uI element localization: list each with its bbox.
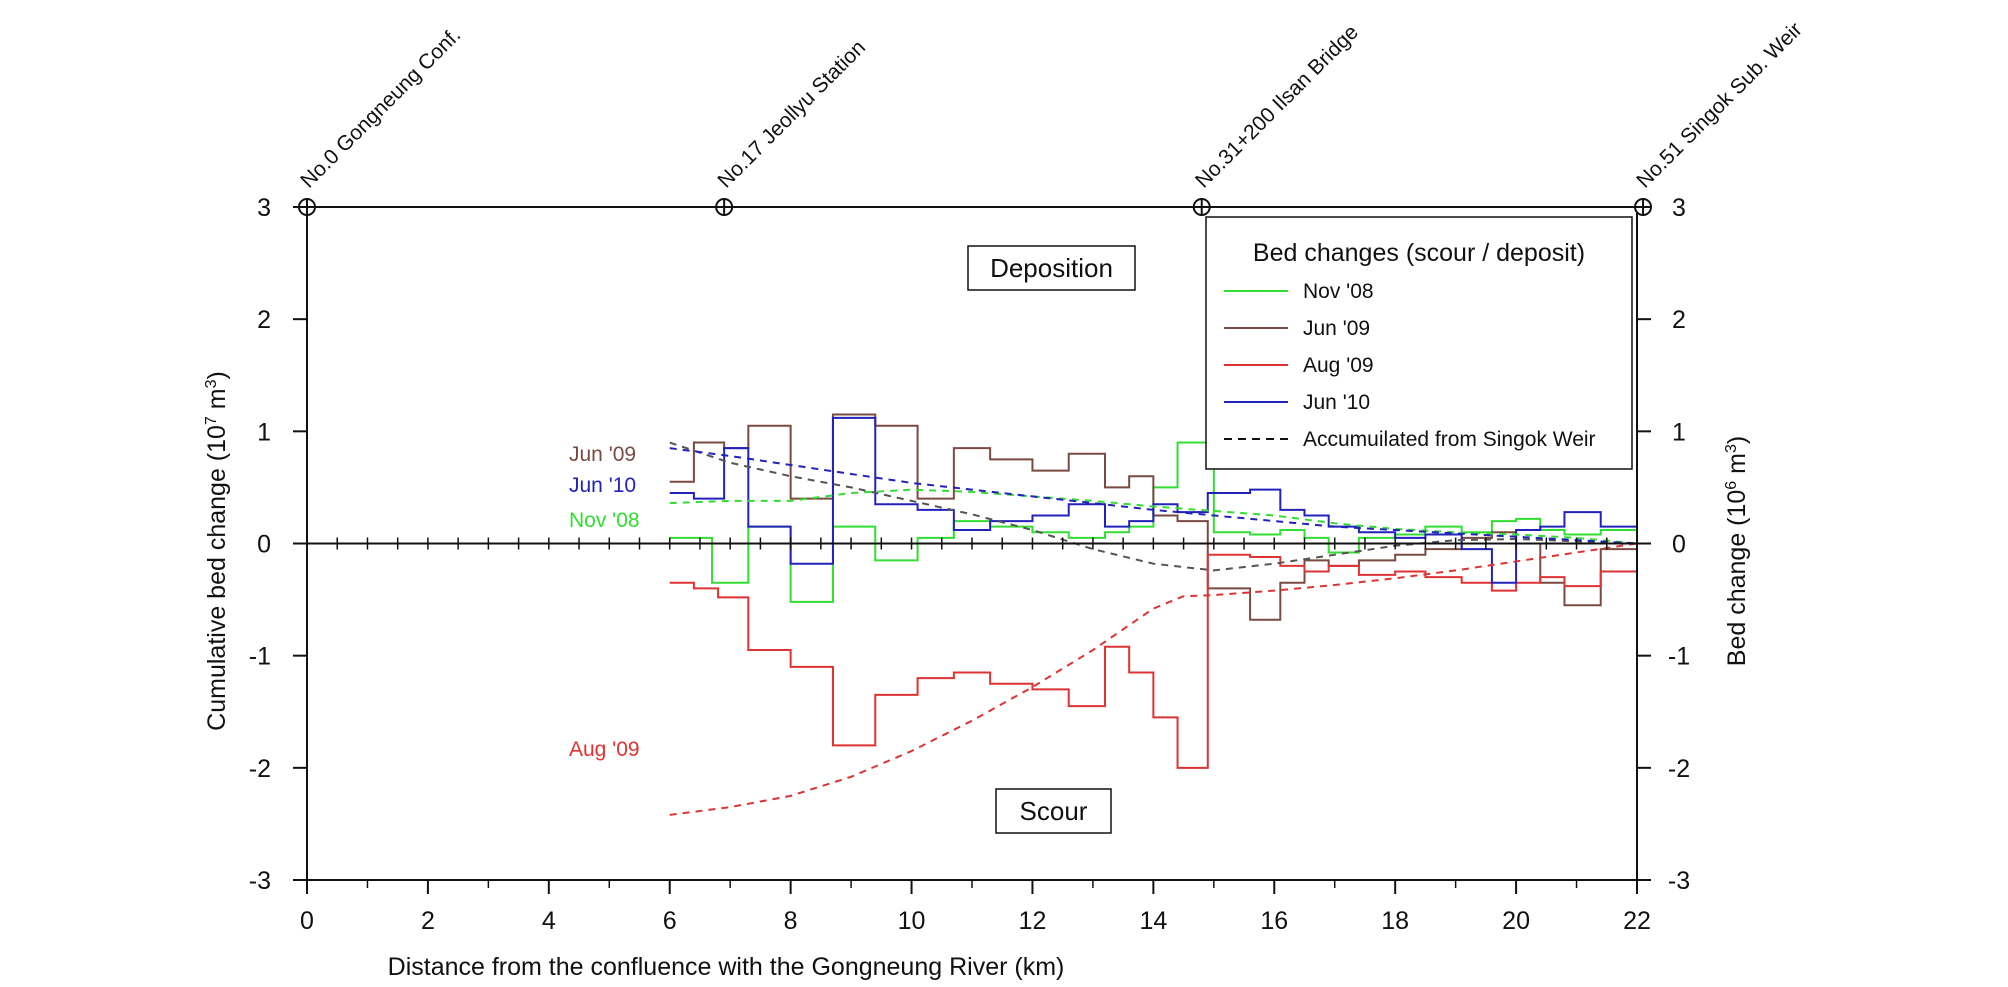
y-axis-left-title: Cumulative bed change (107 m3): [203, 371, 231, 731]
y-left-tick-label: 2: [257, 306, 271, 334]
x-tick-label: 4: [542, 907, 556, 935]
x-tick-label: 10: [898, 907, 926, 935]
x-tick-label: 18: [1381, 907, 1409, 935]
y-left-tick-label: -3: [249, 867, 271, 895]
legend-title: Bed changes (scour / deposit): [1253, 239, 1585, 267]
series-label-nov08: Nov '08: [569, 509, 640, 532]
x-tick-label: 16: [1260, 907, 1288, 935]
legend: Bed changes (scour / deposit) Nov '08 Ju…: [1205, 216, 1633, 470]
legend-label-jun10: Jun '10: [1303, 391, 1370, 414]
series-dashed-accumulated-nov-08: [669, 488, 1638, 545]
y-right-tick-label: 2: [1672, 306, 1686, 334]
x-tick-label: 2: [421, 907, 435, 935]
deposition-label: Deposition: [990, 253, 1113, 283]
x-tick-label: 22: [1623, 907, 1651, 935]
x-tick-label: 0: [300, 907, 314, 935]
x-tick-label: 6: [663, 907, 677, 935]
y-right-tick-label: 0: [1672, 531, 1686, 559]
legend-label-jun09: Jun '09: [1303, 317, 1370, 340]
y-right-tick-label: 1: [1672, 418, 1686, 446]
legend-box: [1205, 216, 1633, 470]
series-label-aug09: Aug '09: [569, 738, 640, 761]
y-right-tick-label: -3: [1668, 867, 1690, 895]
legend-label-aug09: Aug '09: [1303, 354, 1374, 377]
x-tick-label: 14: [1139, 907, 1167, 935]
y-right-tick-label: 3: [1672, 194, 1686, 222]
series-dashed-accumulated-aug-09: [669, 542, 1638, 816]
series-label-jun09: Jun '09: [569, 443, 636, 466]
series-label-jun10: Jun '10: [569, 474, 636, 497]
y-left-tick-label: -2: [249, 755, 271, 783]
x-tick-label: 20: [1502, 907, 1530, 935]
y-axis-right-title: Bed change (106 m3): [1723, 436, 1751, 666]
series-group: [669, 413, 1638, 816]
deposition-annotation: Deposition: [967, 245, 1136, 291]
series-step-aug-09: [669, 553, 1637, 769]
y-left-tick-label: 0: [257, 531, 271, 559]
legend-label-nov08: Nov '08: [1303, 280, 1374, 303]
x-axis-title: Distance from the confluence with the Go…: [388, 953, 1065, 981]
series-dashed-accumulated-jun-10: [669, 447, 1638, 545]
x-tick-label: 12: [1019, 907, 1047, 935]
legend-label-accumulated: Accumuilated from Singok Weir: [1303, 428, 1596, 451]
scour-annotation: Scour: [995, 788, 1112, 834]
y-left-tick-label: 1: [257, 418, 271, 446]
y-right-tick-label: -1: [1668, 643, 1690, 671]
series-dashed-accumulated-jun-09: [669, 441, 1638, 572]
y-left-tick-label: 3: [257, 194, 271, 222]
scour-label: Scour: [1020, 796, 1088, 826]
x-tick-label: 8: [784, 907, 798, 935]
y-left-tick-label: -1: [249, 643, 271, 671]
y-right-tick-label: -2: [1668, 755, 1690, 783]
